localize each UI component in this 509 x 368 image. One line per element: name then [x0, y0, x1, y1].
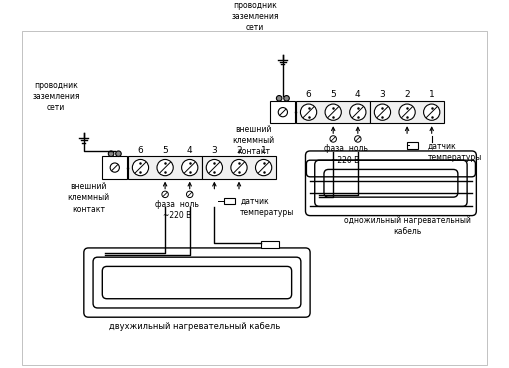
Text: проводник
заземления
сети: проводник заземления сети: [231, 1, 278, 32]
Circle shape: [132, 159, 148, 176]
Text: 2: 2: [404, 90, 409, 99]
Text: 6: 6: [305, 90, 311, 99]
Text: 1: 1: [428, 90, 434, 99]
Text: 5: 5: [330, 90, 335, 99]
Circle shape: [349, 104, 365, 120]
Circle shape: [324, 104, 341, 120]
Circle shape: [108, 151, 114, 156]
Bar: [260, 241, 278, 248]
Text: 3: 3: [379, 90, 385, 99]
Text: проводник
заземления
сети: проводник заземления сети: [32, 81, 80, 112]
Bar: [270, 101, 295, 123]
Bar: [102, 156, 127, 179]
Circle shape: [161, 191, 168, 198]
Text: 4: 4: [187, 146, 192, 155]
Text: внешний
клеммный
контакт: внешний клеммный контакт: [67, 183, 109, 213]
Circle shape: [186, 191, 192, 198]
Bar: [223, 198, 234, 204]
Circle shape: [276, 96, 281, 101]
Circle shape: [157, 159, 173, 176]
Bar: [128, 156, 202, 179]
Text: двухжильный нагревательный кабель: двухжильный нагревательный кабель: [109, 322, 280, 331]
Circle shape: [398, 104, 414, 120]
Text: датчик
температуры: датчик температуры: [427, 142, 480, 162]
Text: 4: 4: [354, 90, 360, 99]
Circle shape: [231, 159, 247, 176]
Circle shape: [374, 104, 390, 120]
Text: 3: 3: [211, 146, 217, 155]
Bar: [202, 156, 275, 179]
Text: фаза  ноль
~220 В: фаза ноль ~220 В: [155, 200, 199, 220]
Circle shape: [329, 136, 336, 142]
Circle shape: [255, 159, 271, 176]
Text: 2: 2: [236, 146, 241, 155]
Circle shape: [110, 163, 119, 172]
Circle shape: [181, 159, 197, 176]
Text: внешний
клеммный
контакт: внешний клеммный контакт: [232, 125, 274, 156]
Text: датчик
температуры: датчик температуры: [240, 197, 294, 217]
Circle shape: [354, 136, 360, 142]
Circle shape: [300, 104, 316, 120]
Circle shape: [116, 151, 121, 156]
Circle shape: [278, 107, 287, 117]
Text: 5: 5: [162, 146, 167, 155]
Circle shape: [283, 96, 289, 101]
Text: 6: 6: [137, 146, 143, 155]
Circle shape: [206, 159, 222, 176]
Text: 1: 1: [260, 146, 266, 155]
Circle shape: [423, 104, 439, 120]
Bar: [406, 142, 417, 149]
Bar: [296, 101, 370, 123]
Text: одножильный нагревательный
кабель: одножильный нагревательный кабель: [343, 216, 470, 236]
Text: фаза  ноль
~220 В: фаза ноль ~220 В: [323, 145, 366, 164]
Bar: [370, 101, 443, 123]
